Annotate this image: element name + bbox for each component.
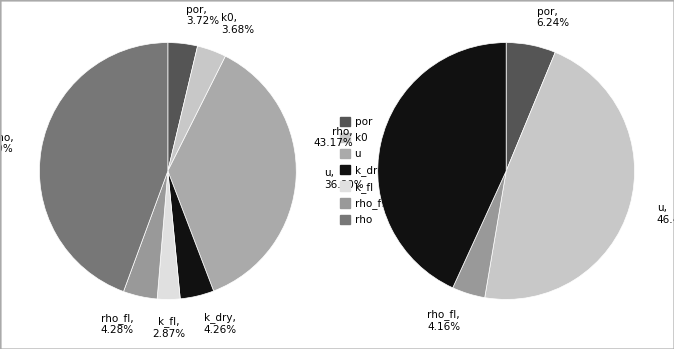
Wedge shape (453, 171, 506, 298)
Wedge shape (485, 52, 635, 299)
Text: u,
36.80%: u, 36.80% (324, 168, 364, 190)
Wedge shape (39, 43, 168, 291)
Wedge shape (168, 56, 297, 291)
Text: rho,
43.17%: rho, 43.17% (313, 127, 353, 148)
Text: k_dry,
4.26%: k_dry, 4.26% (204, 312, 237, 335)
Text: rho_fl,
4.16%: rho_fl, 4.16% (427, 310, 460, 332)
Wedge shape (506, 43, 555, 171)
Wedge shape (168, 43, 197, 171)
Wedge shape (168, 46, 225, 171)
Text: rho_fl,
4.28%: rho_fl, 4.28% (101, 313, 134, 335)
Wedge shape (168, 171, 214, 299)
Legend: por, k0, u, k_dry, k_fl, rho_fl, rho: por, k0, u, k_dry, k_fl, rho_fl, rho (340, 117, 384, 225)
Text: k_fl,
2.87%: k_fl, 2.87% (152, 317, 185, 339)
Wedge shape (157, 171, 180, 299)
Wedge shape (123, 171, 168, 299)
Text: por,
6.24%: por, 6.24% (537, 7, 570, 28)
Text: rho,
44.39%: rho, 44.39% (0, 133, 13, 154)
Text: k0,
3.68%: k0, 3.68% (222, 13, 255, 35)
Wedge shape (377, 43, 506, 288)
Text: por,
3.72%: por, 3.72% (186, 5, 219, 26)
Text: u,
46.43%: u, 46.43% (656, 203, 674, 225)
